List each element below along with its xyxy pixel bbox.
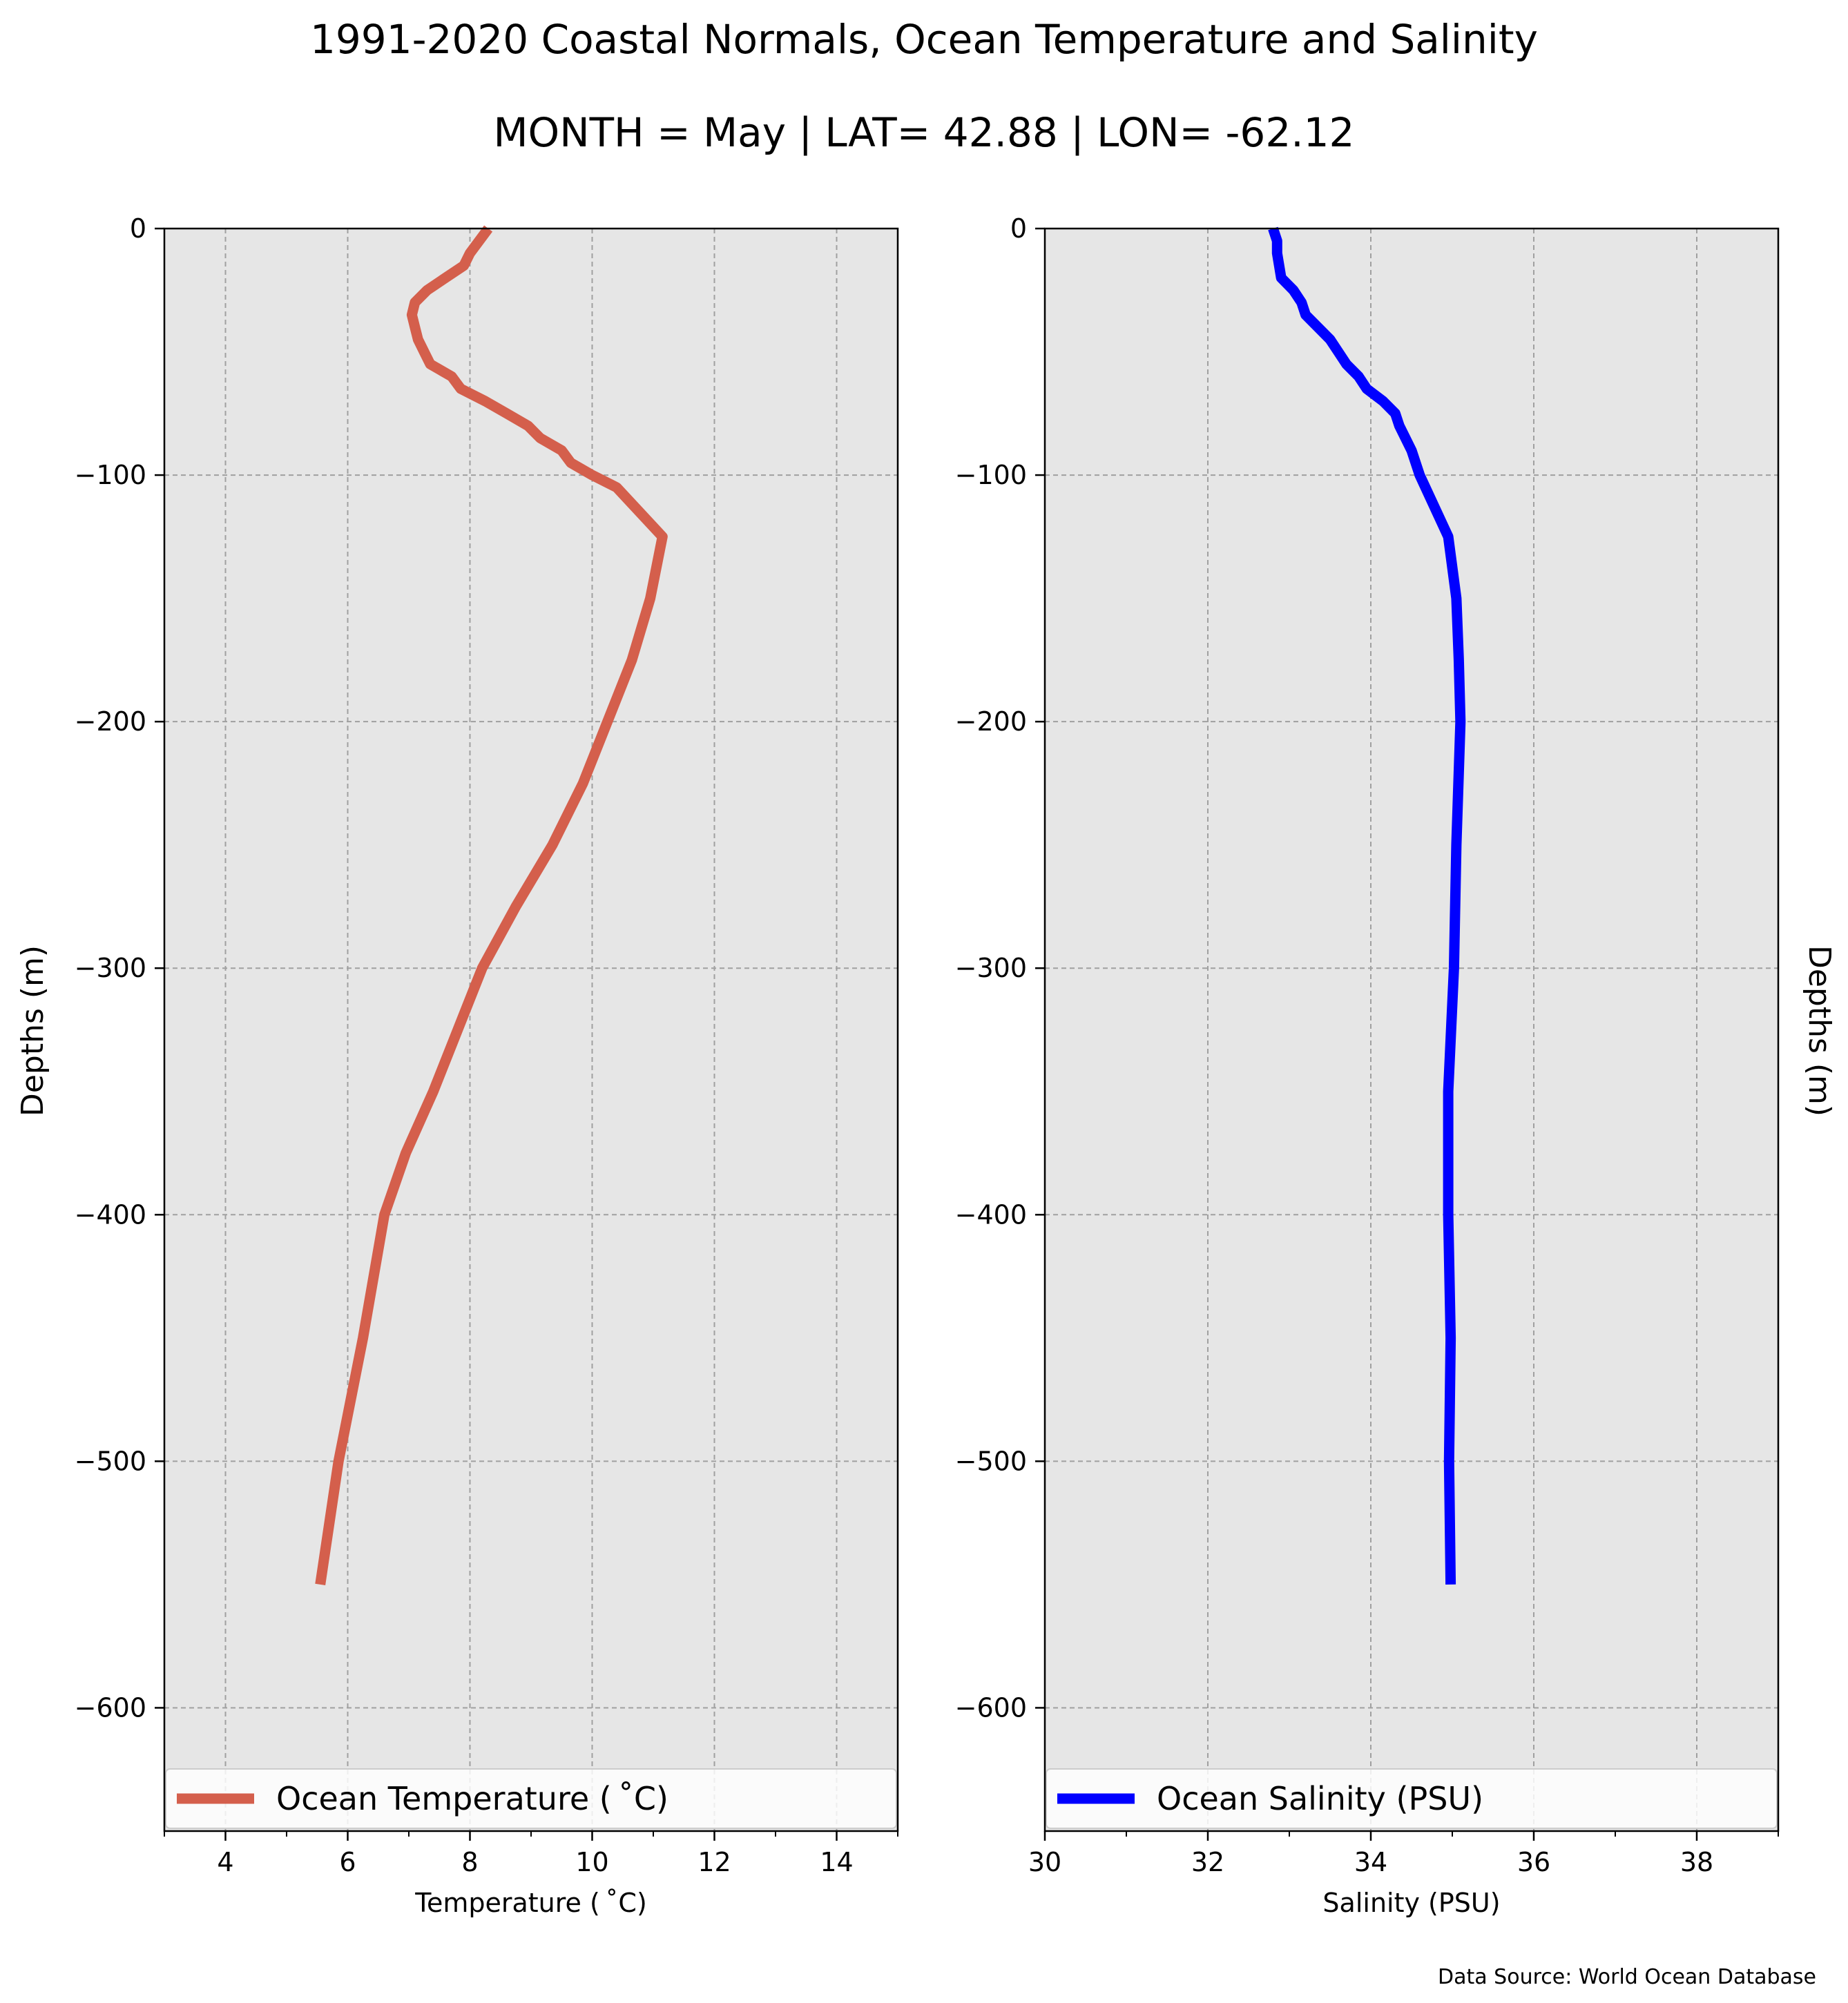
temperature-series-line [315, 225, 668, 1586]
chart-title: 1991-2020 Coastal Normals, Ocean Tempera… [310, 16, 1538, 63]
temperature-y-tick-label: −200 [75, 706, 146, 737]
temperature-x-tick-label: 8 [461, 1847, 478, 1877]
salinity-x-tick-label: 38 [1680, 1847, 1713, 1877]
salinity-y-tick-label: −300 [955, 953, 1027, 983]
temperature-y-tick-label: −300 [75, 953, 146, 983]
temperature-y-tick-label: −400 [75, 1199, 146, 1230]
salinity-y-tick-label: −100 [955, 460, 1027, 490]
temperature-legend: Ocean Temperature ( ˚C) [165, 1768, 897, 1829]
salinity-legend: Ocean Salinity (PSU) [1046, 1768, 1778, 1829]
salinity-axes-frame [1043, 227, 1780, 1832]
data-source-note: Data Source: World Ocean Database [1438, 1965, 1816, 1989]
salinity-x-tick-label: 32 [1191, 1847, 1224, 1877]
temperature-plot-area [164, 229, 898, 1831]
temperature-y-tick-label: −500 [75, 1446, 146, 1476]
salinity-panel: Ocean Salinity (PSU) 30 32 34 36 38 0 −100 −200 −… [955, 213, 1780, 1918]
salinity-x-tick-label: 36 [1517, 1847, 1550, 1877]
temperature-legend-label: Ocean Temperature ( ˚C) [276, 1780, 668, 1817]
left-y-axis-label: Depths (m) [15, 945, 50, 1116]
temperature-x-axis-label: Temperature ( ˚C) [414, 1888, 647, 1918]
temperature-panel: Ocean Temperature ( ˚C) 4 6 8 10 12 14 0 −100 −20… [75, 213, 899, 1918]
salinity-y-tick-label: 0 [1010, 213, 1027, 244]
salinity-x-tick-label: 30 [1028, 1847, 1061, 1877]
salinity-x-tick-label: 34 [1354, 1847, 1387, 1877]
salinity-legend-box [1046, 1768, 1778, 1829]
salinity-y-tick-label: −600 [955, 1692, 1027, 1723]
temperature-y-tick-label: −600 [75, 1692, 146, 1723]
chart-subtitle: MONTH = May | LAT= 42.88 | LON= -62.12 [494, 109, 1355, 156]
salinity-x-axis-label: Salinity (PSU) [1322, 1888, 1500, 1918]
salinity-y-tick-label: −200 [955, 706, 1027, 737]
temperature-x-tick-label: 6 [339, 1847, 356, 1877]
salinity-y-tick-label: −500 [955, 1446, 1027, 1476]
temperature-x-tick-label: 14 [820, 1847, 853, 1877]
temperature-x-tick-label: 12 [697, 1847, 731, 1877]
right-y-axis-label: Depths (m) [1802, 945, 1837, 1116]
temperature-y-tick-label: 0 [130, 213, 146, 244]
temperature-legend-box [165, 1768, 897, 1829]
temperature-x-tick-label: 10 [575, 1847, 608, 1877]
salinity-y-tick-label: −400 [955, 1199, 1027, 1230]
salinity-legend-label: Ocean Salinity (PSU) [1157, 1780, 1483, 1817]
temperature-y-tick-label: −100 [75, 460, 146, 490]
temperature-x-tick-label: 4 [217, 1847, 233, 1877]
salinity-series-line [1268, 226, 1466, 1585]
salinity-plot-area [1045, 229, 1778, 1831]
